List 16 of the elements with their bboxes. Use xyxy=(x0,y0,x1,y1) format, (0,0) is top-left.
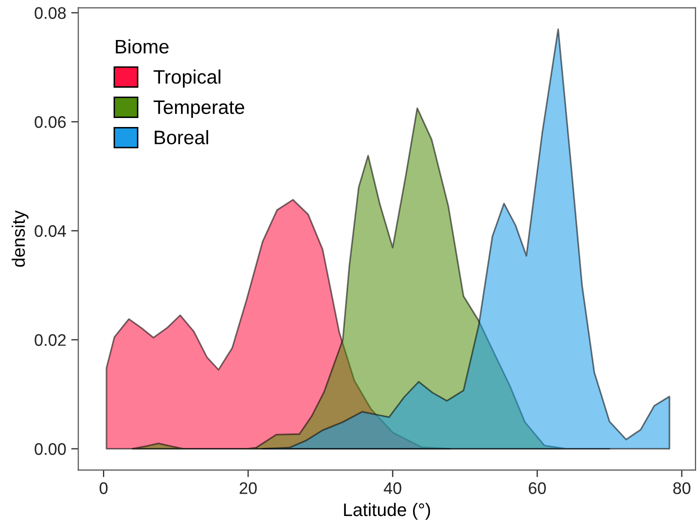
x-tick-label: 80 xyxy=(673,482,690,494)
x-tick-label: 0 xyxy=(100,482,108,494)
x-tick-label: 20 xyxy=(240,482,257,494)
y-axis-title: density xyxy=(12,210,28,267)
y-tick-label: 0.00 xyxy=(34,443,66,455)
x-axis-title: Latitude (°) xyxy=(344,502,430,520)
y-tick-label: 0.06 xyxy=(34,116,66,128)
legend-label: Temperate xyxy=(154,100,244,118)
x-tick-label: 60 xyxy=(528,482,546,494)
legend-title: Biome xyxy=(116,39,169,54)
legend-label: Boreal xyxy=(154,130,208,144)
legend-label: Tropical xyxy=(154,70,220,88)
x-tick-label: 40 xyxy=(384,482,402,494)
y-tick-label: 0.04 xyxy=(34,225,66,237)
y-tick-label: 0.08 xyxy=(34,7,66,19)
y-tick-label: 0.02 xyxy=(34,334,66,346)
